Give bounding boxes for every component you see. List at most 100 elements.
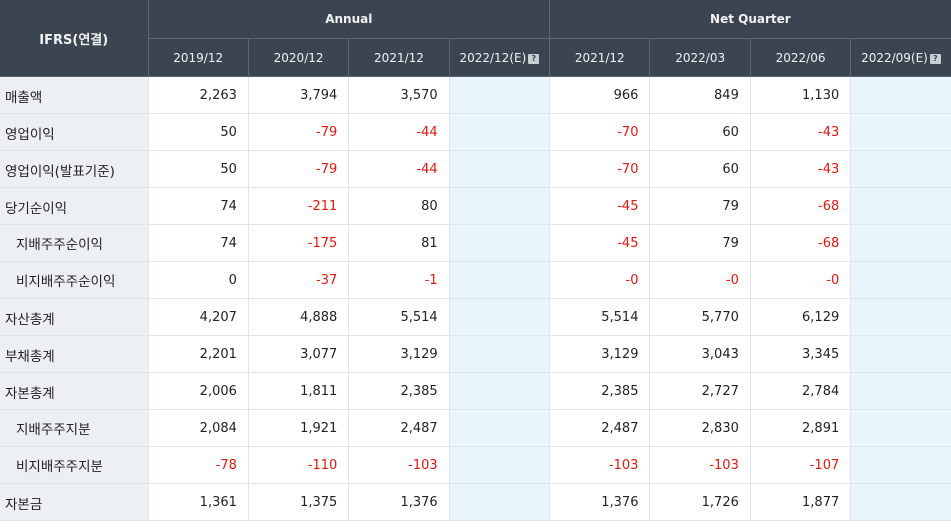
value-cell: 1,376 xyxy=(549,483,651,521)
value-cell: 2,727 xyxy=(649,372,751,410)
value-cell: 2,201 xyxy=(148,335,249,373)
estimate-cell xyxy=(850,446,951,484)
value-cell: -103 xyxy=(649,446,751,484)
estimate-cell xyxy=(850,76,951,114)
row-label: 당기순이익 xyxy=(0,187,149,225)
table-row: 영업이익 50 -79 -44 -70 60 -43 xyxy=(0,113,951,151)
value-cell: 2,784 xyxy=(750,372,852,410)
value-cell: 2,830 xyxy=(649,409,751,447)
help-question-icon[interactable]: ? xyxy=(528,53,540,64)
estimate-cell xyxy=(850,372,951,410)
estimate-cell xyxy=(449,113,551,151)
table-row: 자본총계 2,006 1,811 2,385 2,385 2,727 2,784 xyxy=(0,372,951,410)
estimate-cell xyxy=(850,261,951,299)
value-cell: 3,345 xyxy=(750,335,852,373)
value-cell: -79 xyxy=(248,150,350,188)
value-cell: -68 xyxy=(750,224,852,262)
value-cell: -45 xyxy=(549,187,651,225)
value-cell: 2,487 xyxy=(549,409,651,447)
estimate-cell xyxy=(850,187,951,225)
value-cell: -79 xyxy=(248,113,350,151)
estimate-cell xyxy=(449,298,551,336)
value-cell: 1,921 xyxy=(248,409,350,447)
value-cell: 2,263 xyxy=(148,76,249,114)
help-question-icon[interactable]: ? xyxy=(929,53,941,64)
value-cell: 1,726 xyxy=(649,483,751,521)
row-label: 자본금 xyxy=(0,483,149,521)
value-cell: 2,006 xyxy=(148,372,249,410)
value-cell: 1,130 xyxy=(750,76,852,114)
estimate-cell xyxy=(449,187,551,225)
value-cell: 4,207 xyxy=(148,298,249,336)
value-cell: -37 xyxy=(248,261,350,299)
value-cell: 79 xyxy=(649,187,751,225)
value-cell: -211 xyxy=(248,187,350,225)
estimate-cell xyxy=(850,298,951,336)
value-cell: 74 xyxy=(148,187,249,225)
value-cell: 79 xyxy=(649,224,751,262)
value-cell: 2,891 xyxy=(750,409,852,447)
estimate-cell xyxy=(449,224,551,262)
row-label: 지배주주지분 xyxy=(0,409,149,447)
value-cell: -110 xyxy=(248,446,350,484)
row-label: 영업이익(발표기준) xyxy=(0,150,149,188)
table-row: 영업이익(발표기준) 50 -79 -44 -70 60 -43 xyxy=(0,150,951,188)
value-cell: -70 xyxy=(549,150,651,188)
value-cell: -78 xyxy=(148,446,249,484)
row-label: 자본총계 xyxy=(0,372,149,410)
value-cell: -68 xyxy=(750,187,852,225)
value-cell: -43 xyxy=(750,150,852,188)
value-cell: -43 xyxy=(750,113,852,151)
value-cell: -0 xyxy=(750,261,852,299)
value-cell: 1,376 xyxy=(348,483,450,521)
value-cell: 1,877 xyxy=(750,483,852,521)
table-row: 비지배주주순이익 0 -37 -1 -0 -0 -0 xyxy=(0,261,951,299)
value-cell: 1,811 xyxy=(248,372,350,410)
annual-group-header: Annual xyxy=(148,0,551,39)
value-cell: 0 xyxy=(148,261,249,299)
row-label: 자산총계 xyxy=(0,298,149,336)
value-cell: 3,570 xyxy=(348,76,450,114)
value-cell: -103 xyxy=(549,446,651,484)
period-header: 2022/06 xyxy=(750,38,852,77)
period-header-estimate: 2022/09(E)? xyxy=(850,38,951,77)
value-cell: 1,375 xyxy=(248,483,350,521)
period-header: 2020/12 xyxy=(248,38,350,77)
table-row: 부채총계 2,201 3,077 3,129 3,129 3,043 3,345 xyxy=(0,335,951,373)
period-header-estimate: 2022/12(E)? xyxy=(449,38,551,77)
value-cell: 849 xyxy=(649,76,751,114)
table-row: 비지배주주지분 -78 -110 -103 -103 -103 -107 xyxy=(0,446,951,484)
value-cell: -70 xyxy=(549,113,651,151)
value-cell: 3,129 xyxy=(348,335,450,373)
estimate-cell xyxy=(449,409,551,447)
value-cell: 2,084 xyxy=(148,409,249,447)
period-header: 2021/12 xyxy=(549,38,651,77)
period-header: 2022/03 xyxy=(649,38,751,77)
net-quarter-group-header: Net Quarter xyxy=(549,0,951,39)
value-cell: 50 xyxy=(148,150,249,188)
row-label: 부채총계 xyxy=(0,335,149,373)
period-header: 2019/12 xyxy=(148,38,249,77)
estimate-cell xyxy=(850,483,951,521)
value-cell: -107 xyxy=(750,446,852,484)
row-label: 비지배주주지분 xyxy=(0,446,149,484)
value-cell: -103 xyxy=(348,446,450,484)
estimate-cell xyxy=(449,150,551,188)
estimate-cell xyxy=(850,409,951,447)
value-cell: -44 xyxy=(348,150,450,188)
estimate-cell xyxy=(850,335,951,373)
value-cell: 5,514 xyxy=(348,298,450,336)
row-label: 영업이익 xyxy=(0,113,149,151)
table-row: 지배주주순이익 74 -175 81 -45 79 -68 xyxy=(0,224,951,262)
estimate-cell xyxy=(850,224,951,262)
value-cell: 2,385 xyxy=(549,372,651,410)
estimate-cell xyxy=(850,113,951,151)
value-cell: 2,487 xyxy=(348,409,450,447)
table-row: 자산총계 4,207 4,888 5,514 5,514 5,770 6,129 xyxy=(0,298,951,336)
value-cell: 3,077 xyxy=(248,335,350,373)
table-row: 자본금 1,361 1,375 1,376 1,376 1,726 1,877 xyxy=(0,483,951,521)
value-cell: 3,043 xyxy=(649,335,751,373)
value-cell: 3,794 xyxy=(248,76,350,114)
value-cell: 1,361 xyxy=(148,483,249,521)
table-corner-header: IFRS(연결) xyxy=(0,0,149,77)
